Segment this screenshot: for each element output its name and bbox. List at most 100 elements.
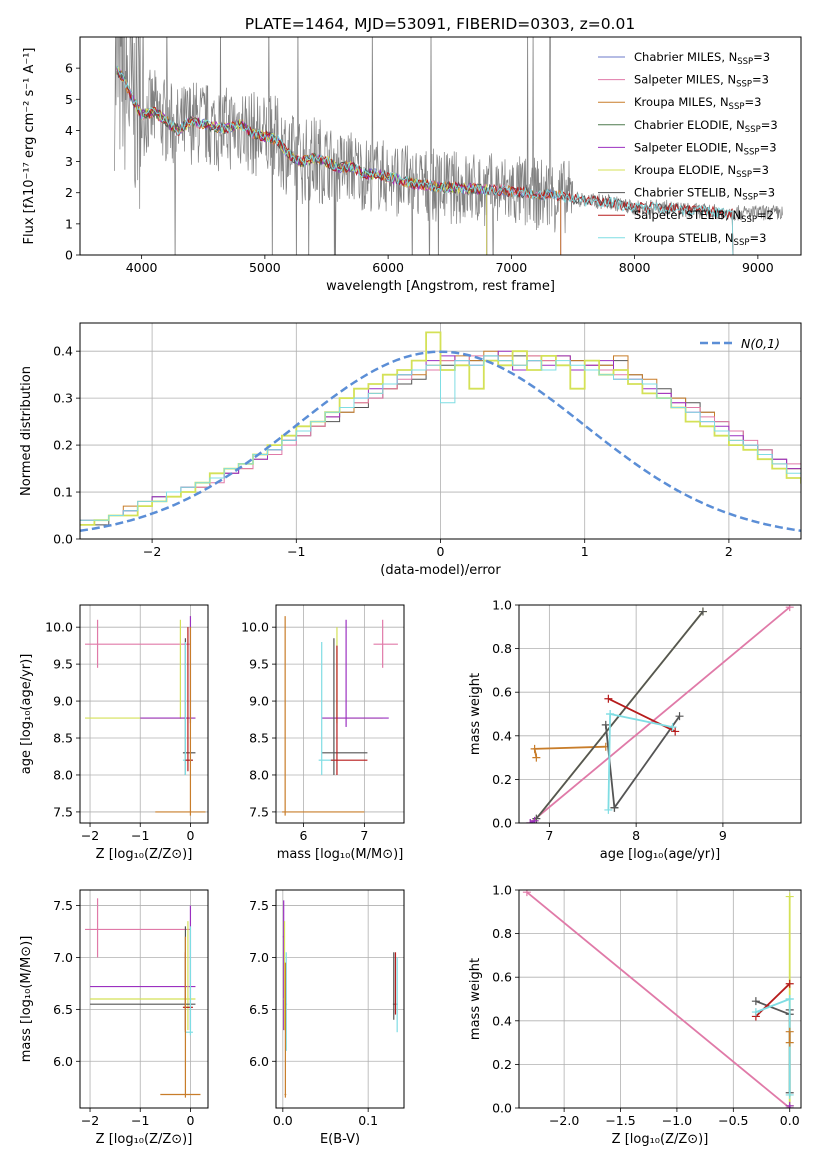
y-tick-label: 9.0	[249, 694, 269, 709]
legend-sub: SSP	[734, 238, 750, 248]
y-tick-label: 6.0	[53, 1054, 73, 1069]
y-tick-label: 0	[65, 248, 73, 263]
plot-area	[85, 616, 206, 816]
x-tick-label: 7	[360, 828, 368, 843]
weight-marker	[530, 816, 539, 823]
weight-line-3	[535, 610, 704, 820]
weight-line-0	[526, 891, 791, 1108]
legend-suffix: =3	[760, 140, 777, 154]
x-tick-label: 9	[719, 828, 727, 843]
legend-sub: SSP	[745, 125, 761, 135]
weight-marker	[785, 1027, 794, 1036]
x-tick-label: 0.0	[273, 1113, 293, 1128]
y-tick-label: 10.0	[241, 620, 269, 635]
legend-sub: SSP	[744, 147, 760, 157]
y-tick-label: 0.0	[53, 532, 73, 547]
y-tick-label: 7.5	[53, 804, 73, 819]
weight-marker	[751, 997, 760, 1006]
axes-frame	[79, 889, 209, 1109]
x-axis-label: mass [log₁₀(M/M⊙)]	[277, 847, 404, 862]
y-tick-label: 10.0	[45, 620, 73, 635]
y-tick-label: 7.5	[249, 804, 269, 819]
x-tick-label: −2.0	[549, 1113, 579, 1128]
y-axis-label: age [log₁₀(age/yr)]	[19, 654, 34, 775]
y-tick-label: 7.5	[53, 898, 73, 913]
plot-area	[526, 605, 794, 823]
legend-name: Salpeter MILES, N	[634, 73, 736, 87]
legend-entry: Salpeter STELIB, NSSP=2	[634, 208, 774, 225]
x-tick-label: 6	[299, 828, 307, 843]
x-tick-label: 6000	[372, 260, 404, 275]
y-tick-label: 0.0	[492, 816, 512, 831]
x-tick-label: 7	[545, 828, 553, 843]
x-tick-label: 0.0	[780, 1113, 800, 1128]
axes-frame	[275, 889, 405, 1109]
model-line-7	[116, 67, 734, 255]
panel-mass-vs-EBV: 0.0 0.1 6.0 6.5 7.0 7.5 E(B-V)	[249, 889, 405, 1147]
legend-label: N(0,1)	[741, 336, 780, 351]
weight-marker	[785, 1090, 794, 1099]
figure-title: PLATE=1464, MJD=53091, FIBERID=0303, z=0…	[245, 15, 635, 33]
x-tick-label: −2	[81, 1113, 99, 1128]
y-tick-label: 0.4	[492, 1013, 512, 1028]
x-axis-label: Z [log₁₀(Z/Z⊙)]	[96, 847, 193, 862]
legend-entry: Chabrier STELIB, NSSP=3	[634, 186, 775, 203]
legend-suffix: =3	[761, 118, 778, 132]
legend-suffix: =3	[752, 163, 769, 177]
panel-massweight-vs-Z: −2.0 −1.5 −1.0 −0.5 0.0 0.0 0.2 0.4 0.6 0.8 1.0 Z […	[468, 883, 802, 1147]
weight-marker	[604, 805, 613, 814]
legend-sub: SSP	[736, 170, 752, 180]
x-tick-label: −1	[287, 544, 305, 559]
x-tick-label: −0.5	[718, 1113, 748, 1128]
y-tick-label: 0.3	[53, 391, 73, 406]
legend-suffix: =3	[744, 95, 761, 109]
legend-sub: SSP	[736, 80, 752, 90]
plot-area	[80, 331, 801, 533]
axes-frame	[79, 604, 209, 824]
y-tick-label: 1.0	[492, 598, 512, 613]
weight-marker	[785, 605, 794, 612]
legend-entry: Chabrier MILES, NSSP=3	[634, 50, 770, 67]
y-tick-label: 0.4	[492, 728, 512, 743]
weight-line-7	[607, 713, 611, 810]
y-axis-label: mass weight	[468, 673, 483, 755]
panel-age-vs-Z: −2 −1 0 7.5 8.0 8.5 9.0 9.5 10.0 Z [log₁₀(Z/Z⊙)] a…	[19, 604, 209, 862]
weight-marker	[530, 744, 539, 753]
histogram-5	[80, 355, 801, 521]
legend-name: Kroupa MILES, N	[634, 95, 729, 109]
x-axis-label: Z [log₁₀(Z/Z⊙)]	[96, 1132, 193, 1147]
y-tick-label: 0.2	[492, 1057, 512, 1072]
y-tick-label: 0.6	[492, 970, 512, 985]
legend-entry: Salpeter MILES, NSSP=3	[634, 73, 769, 90]
data-spectrum-line	[114, 37, 783, 255]
y-tick-label: 8.0	[249, 767, 269, 782]
legend-suffix: =3	[753, 50, 770, 64]
y-tick-label: 1	[65, 216, 73, 231]
weight-marker	[671, 727, 680, 736]
axes-frame	[79, 36, 802, 256]
legend-sub: SSP	[729, 102, 745, 112]
legend-sub: SSP	[741, 215, 757, 225]
legend-sub: SSP	[742, 193, 758, 203]
y-tick-label: 2	[65, 185, 73, 200]
y-tick-label: 0.4	[53, 344, 73, 359]
y-tick-label: 0.8	[492, 926, 512, 941]
y-tick-label: 8.0	[53, 767, 73, 782]
x-tick-label: −1.0	[662, 1113, 692, 1128]
plot-area	[522, 890, 794, 1108]
plot-area	[282, 616, 398, 816]
x-tick-label: 2	[725, 544, 733, 559]
weight-marker	[785, 995, 794, 1003]
y-tick-label: 9.5	[53, 657, 73, 672]
x-tick-label: 0	[186, 828, 194, 843]
x-tick-label: 8	[632, 828, 640, 843]
weight-marker	[606, 710, 615, 718]
y-tick-label: 1.0	[492, 883, 512, 898]
y-axis-label: Flux [fλ10⁻¹⁷ erg cm⁻² s⁻¹ A⁻¹]	[22, 48, 37, 245]
x-tick-label: 5000	[249, 260, 281, 275]
x-axis-label: E(B-V)	[320, 1132, 360, 1147]
y-tick-label: 0.8	[492, 641, 512, 656]
x-tick-label: 7000	[495, 260, 527, 275]
legend-name: Chabrier ELODIE, N	[634, 118, 745, 132]
